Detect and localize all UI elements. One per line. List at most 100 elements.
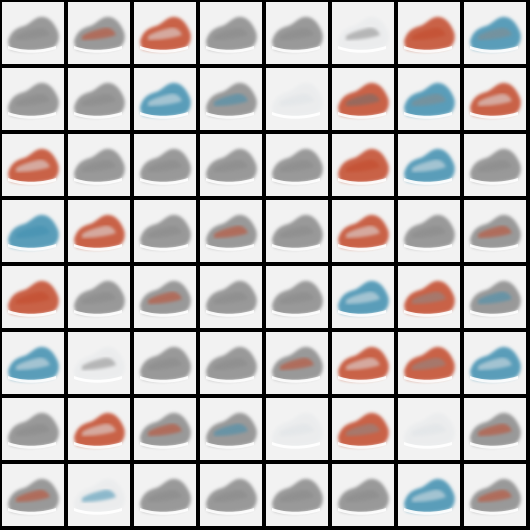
image-tile <box>398 266 460 328</box>
shoe-image <box>8 148 59 185</box>
shoe-image <box>140 148 191 185</box>
shoe-image <box>404 280 455 317</box>
shoe-image <box>338 478 389 515</box>
shoe-image <box>74 214 125 251</box>
shoe-image <box>338 214 389 251</box>
image-tile <box>2 266 64 328</box>
image-tile <box>2 398 64 460</box>
image-tile <box>464 200 526 262</box>
image-tile <box>134 200 196 262</box>
shoe-image <box>272 412 323 449</box>
shoe-image <box>140 214 191 251</box>
image-tile <box>266 2 328 64</box>
image-tile <box>2 2 64 64</box>
shoe-image <box>338 412 389 449</box>
shoe-image <box>8 82 59 119</box>
image-tile <box>68 266 130 328</box>
shoe-image <box>206 16 257 53</box>
shoe-image <box>140 478 191 515</box>
image-tile <box>398 134 460 196</box>
image-tile <box>332 200 394 262</box>
image-tile <box>134 266 196 328</box>
shoe-image <box>74 346 125 383</box>
image-tile <box>464 398 526 460</box>
image-tile <box>332 266 394 328</box>
image-tile <box>332 68 394 130</box>
shoe-image <box>404 412 455 449</box>
image-tile <box>266 464 328 526</box>
shoe-image <box>140 16 191 53</box>
shoe-image <box>74 478 125 515</box>
shoe-image <box>74 148 125 185</box>
shoe-image <box>206 82 257 119</box>
image-tile <box>200 398 262 460</box>
shoe-image <box>470 478 521 515</box>
shoe-image <box>404 478 455 515</box>
shoe-image <box>8 214 59 251</box>
image-tile <box>2 464 64 526</box>
image-tile <box>332 398 394 460</box>
image-tile <box>266 332 328 394</box>
shoe-image <box>470 280 521 317</box>
image-tile <box>332 332 394 394</box>
shoe-image <box>206 412 257 449</box>
image-tile <box>332 134 394 196</box>
shoe-image <box>470 214 521 251</box>
image-tile <box>266 398 328 460</box>
shoe-image <box>8 412 59 449</box>
shoe-image <box>8 16 59 53</box>
shoe-image <box>140 82 191 119</box>
shoe-image <box>206 478 257 515</box>
image-tile <box>464 464 526 526</box>
image-tile <box>2 134 64 196</box>
shoe-image <box>338 16 389 53</box>
shoe-image <box>404 82 455 119</box>
image-tile <box>68 134 130 196</box>
image-tile <box>2 68 64 130</box>
image-tile <box>68 200 130 262</box>
shoe-image <box>404 346 455 383</box>
image-tile <box>134 398 196 460</box>
image-tile <box>200 68 262 130</box>
image-tile <box>464 68 526 130</box>
shoe-image <box>338 82 389 119</box>
image-tile <box>68 398 130 460</box>
image-tile <box>200 2 262 64</box>
image-tile <box>200 332 262 394</box>
shoe-image <box>74 16 125 53</box>
image-tile <box>2 332 64 394</box>
image-tile <box>68 464 130 526</box>
shoe-image <box>74 412 125 449</box>
image-tile <box>134 464 196 526</box>
image-tile <box>398 200 460 262</box>
shoe-image <box>272 346 323 383</box>
shoe-image <box>404 148 455 185</box>
image-tile <box>2 200 64 262</box>
shoe-image <box>470 148 521 185</box>
image-tile <box>200 200 262 262</box>
image-tile <box>464 332 526 394</box>
shoe-image <box>272 280 323 317</box>
image-tile <box>134 68 196 130</box>
image-tile <box>266 200 328 262</box>
shoe-image <box>272 16 323 53</box>
image-tile <box>464 2 526 64</box>
image-tile <box>266 134 328 196</box>
shoe-image <box>338 346 389 383</box>
shoe-image <box>272 478 323 515</box>
shoe-image <box>140 346 191 383</box>
image-tile <box>332 2 394 64</box>
shoe-image <box>8 346 59 383</box>
shoe-image <box>8 478 59 515</box>
image-tile <box>134 2 196 64</box>
shoe-image <box>338 280 389 317</box>
shoe-image <box>470 412 521 449</box>
shoe-image <box>8 280 59 317</box>
image-tile <box>398 68 460 130</box>
shoe-image <box>404 16 455 53</box>
shoe-image <box>74 82 125 119</box>
image-tile <box>398 464 460 526</box>
image-tile <box>68 68 130 130</box>
shoe-image <box>404 214 455 251</box>
